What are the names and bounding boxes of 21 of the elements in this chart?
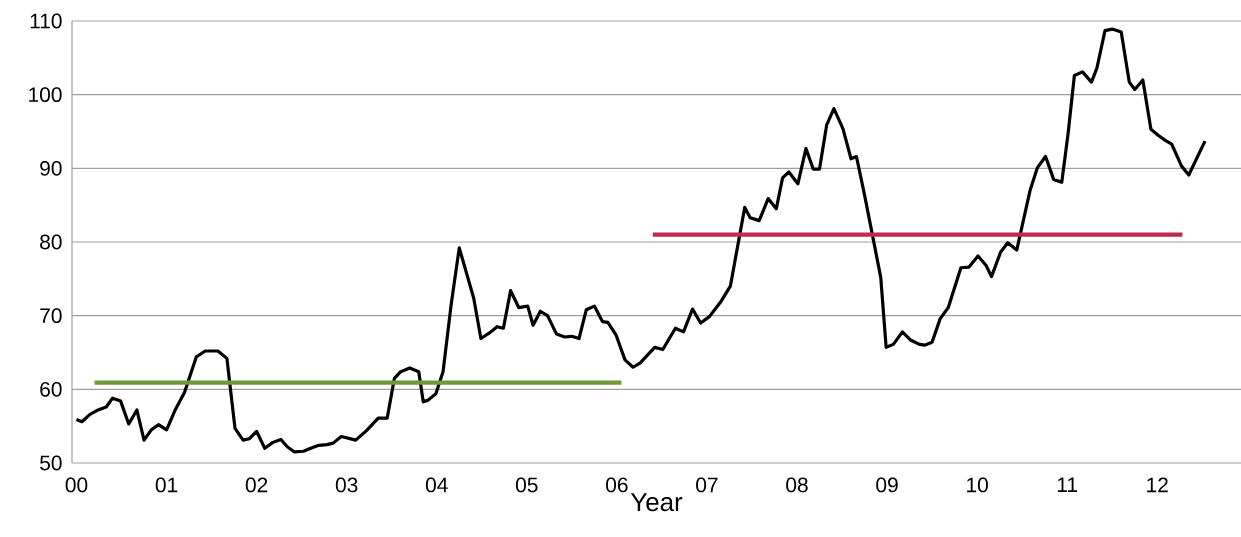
y-tick-label: 90 bbox=[40, 160, 62, 176]
y-tick-label: 50 bbox=[40, 455, 62, 471]
y-tick-label: 70 bbox=[40, 308, 62, 324]
x-tick-label: 07 bbox=[696, 477, 718, 493]
x-tick-label: 10 bbox=[967, 477, 988, 493]
y-tick-label: 100 bbox=[29, 87, 62, 103]
y-tick-label: 110 bbox=[30, 13, 62, 29]
y-tick-label: 60 bbox=[40, 381, 62, 397]
x-tick-label: 11 bbox=[1057, 477, 1078, 492]
x-tick-label: 05 bbox=[515, 477, 538, 493]
x-tick-label: 01 bbox=[155, 477, 178, 493]
x-tick-label: 08 bbox=[786, 477, 808, 493]
x-tick-label: 00 bbox=[65, 477, 88, 493]
x-tick-label: 09 bbox=[876, 477, 898, 493]
x-axis-title: Year bbox=[630, 493, 683, 512]
x-tick-label: 06 bbox=[606, 477, 628, 493]
x-tick-label: 02 bbox=[245, 477, 268, 493]
x-tick-label: 04 bbox=[425, 477, 448, 493]
x-tick-label: 03 bbox=[335, 477, 358, 493]
x-tick-label: 12 bbox=[1147, 477, 1168, 493]
y-tick-label: 80 bbox=[40, 234, 62, 250]
